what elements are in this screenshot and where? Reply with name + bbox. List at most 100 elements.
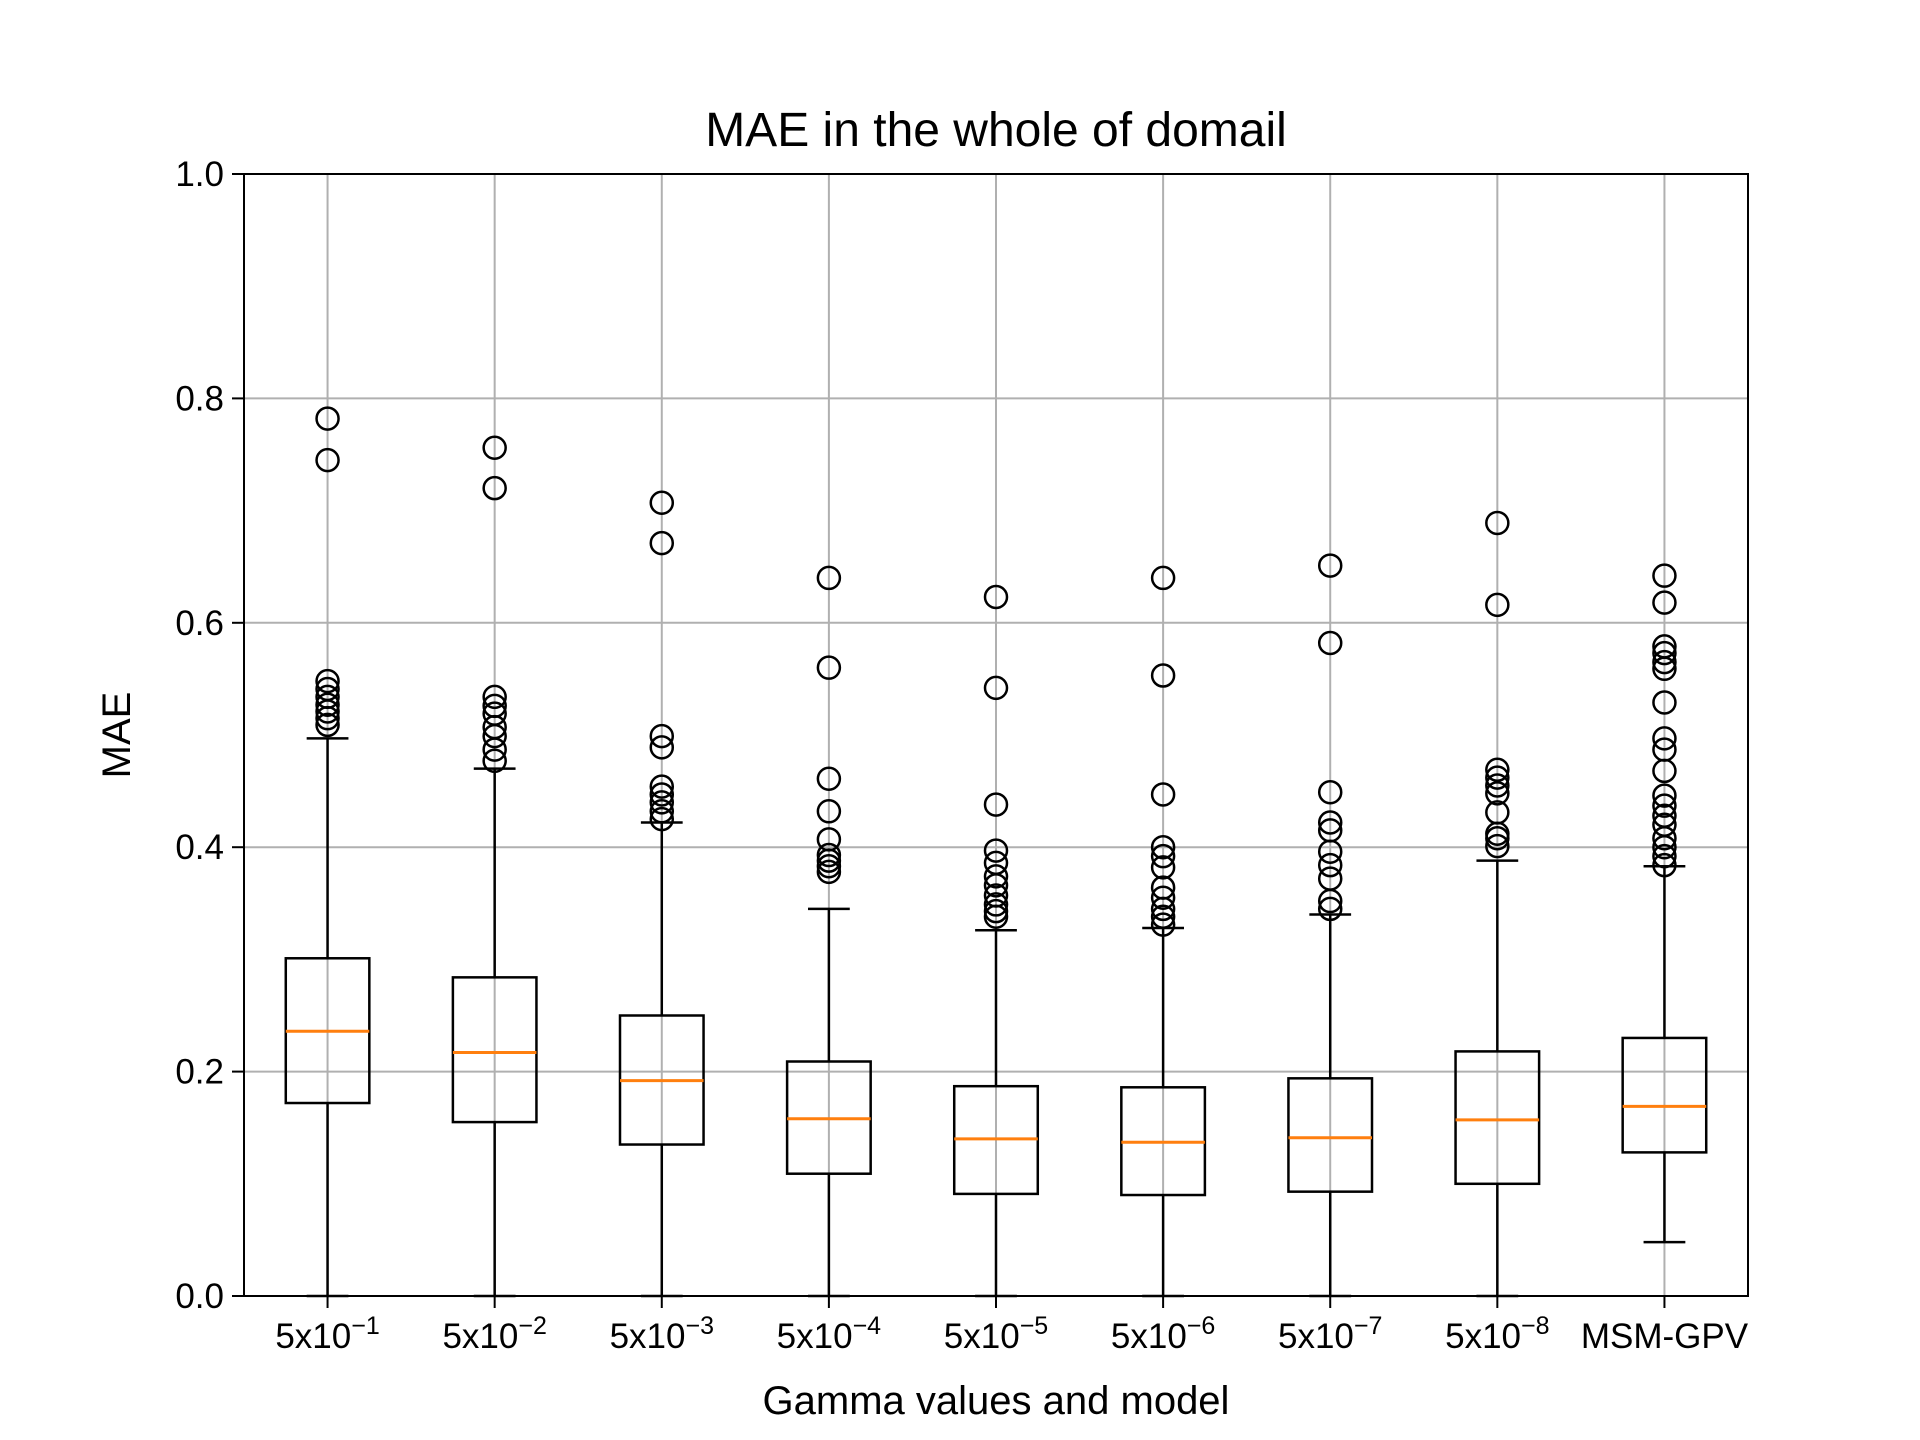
x-tick-label-exponent: −7 (1354, 1312, 1383, 1340)
box-3 (618, 490, 705, 1298)
outlier-point (1150, 834, 1176, 860)
outlier-point (1652, 843, 1677, 869)
y-tick-label: 0.6 (175, 604, 224, 643)
outlier-point (816, 565, 842, 591)
x-tick-label-exponent: −1 (351, 1312, 380, 1340)
outlier-point (983, 864, 1009, 889)
outlier-point (1652, 783, 1677, 808)
x-tick-label: 5x10−5 (944, 1312, 1048, 1356)
outlier-point (1652, 852, 1677, 878)
outlier-point (1317, 630, 1343, 656)
outlier-point (315, 684, 340, 710)
outlier-point (649, 530, 675, 556)
box-9 (1621, 563, 1708, 1244)
x-tick-label: 5x10−6 (1111, 1312, 1215, 1356)
x-tick-label-exponent: −3 (685, 1312, 714, 1340)
outlier-point (482, 701, 507, 726)
outlier-point (1150, 912, 1176, 937)
iqr-box (451, 976, 538, 1124)
x-tick-label-base: 5x10 (1278, 1317, 1354, 1356)
iqr-box (1287, 1077, 1374, 1193)
outlier-point (1150, 843, 1176, 869)
outlier-point (1317, 779, 1343, 805)
outlier-point (1150, 875, 1176, 900)
outlier-point (1652, 812, 1677, 838)
outlier-point (983, 892, 1009, 917)
x-tick-label-exponent: −4 (853, 1312, 882, 1340)
outlier-point (1150, 855, 1176, 880)
x-tick-label-base: 5x10 (944, 1317, 1020, 1356)
x-tick-label-base: 5x10 (442, 1317, 518, 1356)
y-axis-label: MAE (95, 692, 139, 779)
x-tick-label-exponent: −8 (1521, 1312, 1550, 1340)
boxes (284, 406, 1708, 1298)
outlier-point (1485, 592, 1510, 618)
outlier-point (1485, 757, 1510, 783)
outlier-point (482, 435, 507, 461)
outlier-point (1652, 640, 1677, 666)
y-tick-label: 0.4 (175, 828, 224, 867)
outlier-point (649, 782, 675, 807)
x-tick-label-exponent: −5 (1020, 1312, 1049, 1340)
outlier-point (816, 842, 842, 868)
x-tick-label-base: MSM-GPV (1581, 1317, 1749, 1356)
outlier-point (1652, 726, 1677, 751)
outlier-point (1150, 565, 1176, 591)
outlier-point (816, 827, 842, 852)
x-tick-label: MSM-GPV (1581, 1317, 1749, 1356)
outlier-point (1652, 590, 1677, 615)
y-tick-label: 0.0 (175, 1277, 224, 1316)
outlier-point (1317, 818, 1343, 843)
x-tick-label-base: 5x10 (275, 1317, 351, 1356)
outlier-point (983, 584, 1009, 610)
x-axis-label: Gamma values and model (763, 1379, 1230, 1423)
outlier-point (1150, 885, 1176, 910)
outlier-point (1485, 781, 1510, 806)
outlier-point (649, 799, 675, 824)
outlier-point (482, 693, 507, 719)
outlier-point (983, 838, 1009, 863)
box-2 (451, 435, 538, 1298)
outlier-point (1652, 690, 1677, 715)
x-tick-label: 5x10−7 (1278, 1312, 1382, 1356)
outlier-point (1317, 896, 1343, 922)
outlier-point (816, 859, 842, 885)
x-tick-label-exponent: −2 (518, 1312, 547, 1340)
outlier-point (1485, 800, 1510, 825)
x-tick-label: 5x10−8 (1445, 1312, 1549, 1356)
outlier-point (816, 854, 842, 879)
outlier-point (983, 850, 1009, 876)
outlier-point (482, 748, 507, 774)
outlier-point (315, 692, 340, 717)
outlier-point (649, 774, 675, 799)
outlier-point (1652, 649, 1677, 675)
grid (244, 173, 1748, 1297)
x-tick-label-base: 5x10 (1111, 1317, 1187, 1356)
y-axis-ticks: 0.0 0.2 0.4 0.6 0.8 1.0 (175, 155, 244, 1316)
y-tick-label: 0.8 (175, 379, 224, 418)
outlier-point (315, 676, 340, 702)
outlier-point (1150, 782, 1176, 807)
outlier-point (1485, 765, 1510, 790)
box-5 (952, 584, 1040, 1298)
outlier-point (983, 792, 1009, 817)
chart-title: MAE in the whole of domail (705, 104, 1287, 157)
outlier-point (1150, 904, 1176, 930)
outlier-point (1150, 663, 1176, 688)
box-6 (1120, 565, 1207, 1298)
outlier-point (983, 883, 1009, 908)
outlier-point (649, 490, 675, 515)
outlier-point (1652, 563, 1677, 588)
y-tick-label: 0.2 (175, 1053, 224, 1092)
outlier-point (1485, 833, 1510, 859)
outlier-point (649, 735, 675, 760)
outlier-point (315, 406, 340, 431)
outlier-point (482, 684, 507, 710)
x-tick-label-exponent: −6 (1187, 1312, 1216, 1340)
outlier-point (649, 806, 675, 832)
outlier-point (1652, 793, 1677, 818)
x-tick-label: 5x10−4 (777, 1312, 882, 1356)
x-tick-label-base: 5x10 (610, 1317, 686, 1356)
outlier-point (315, 712, 340, 738)
